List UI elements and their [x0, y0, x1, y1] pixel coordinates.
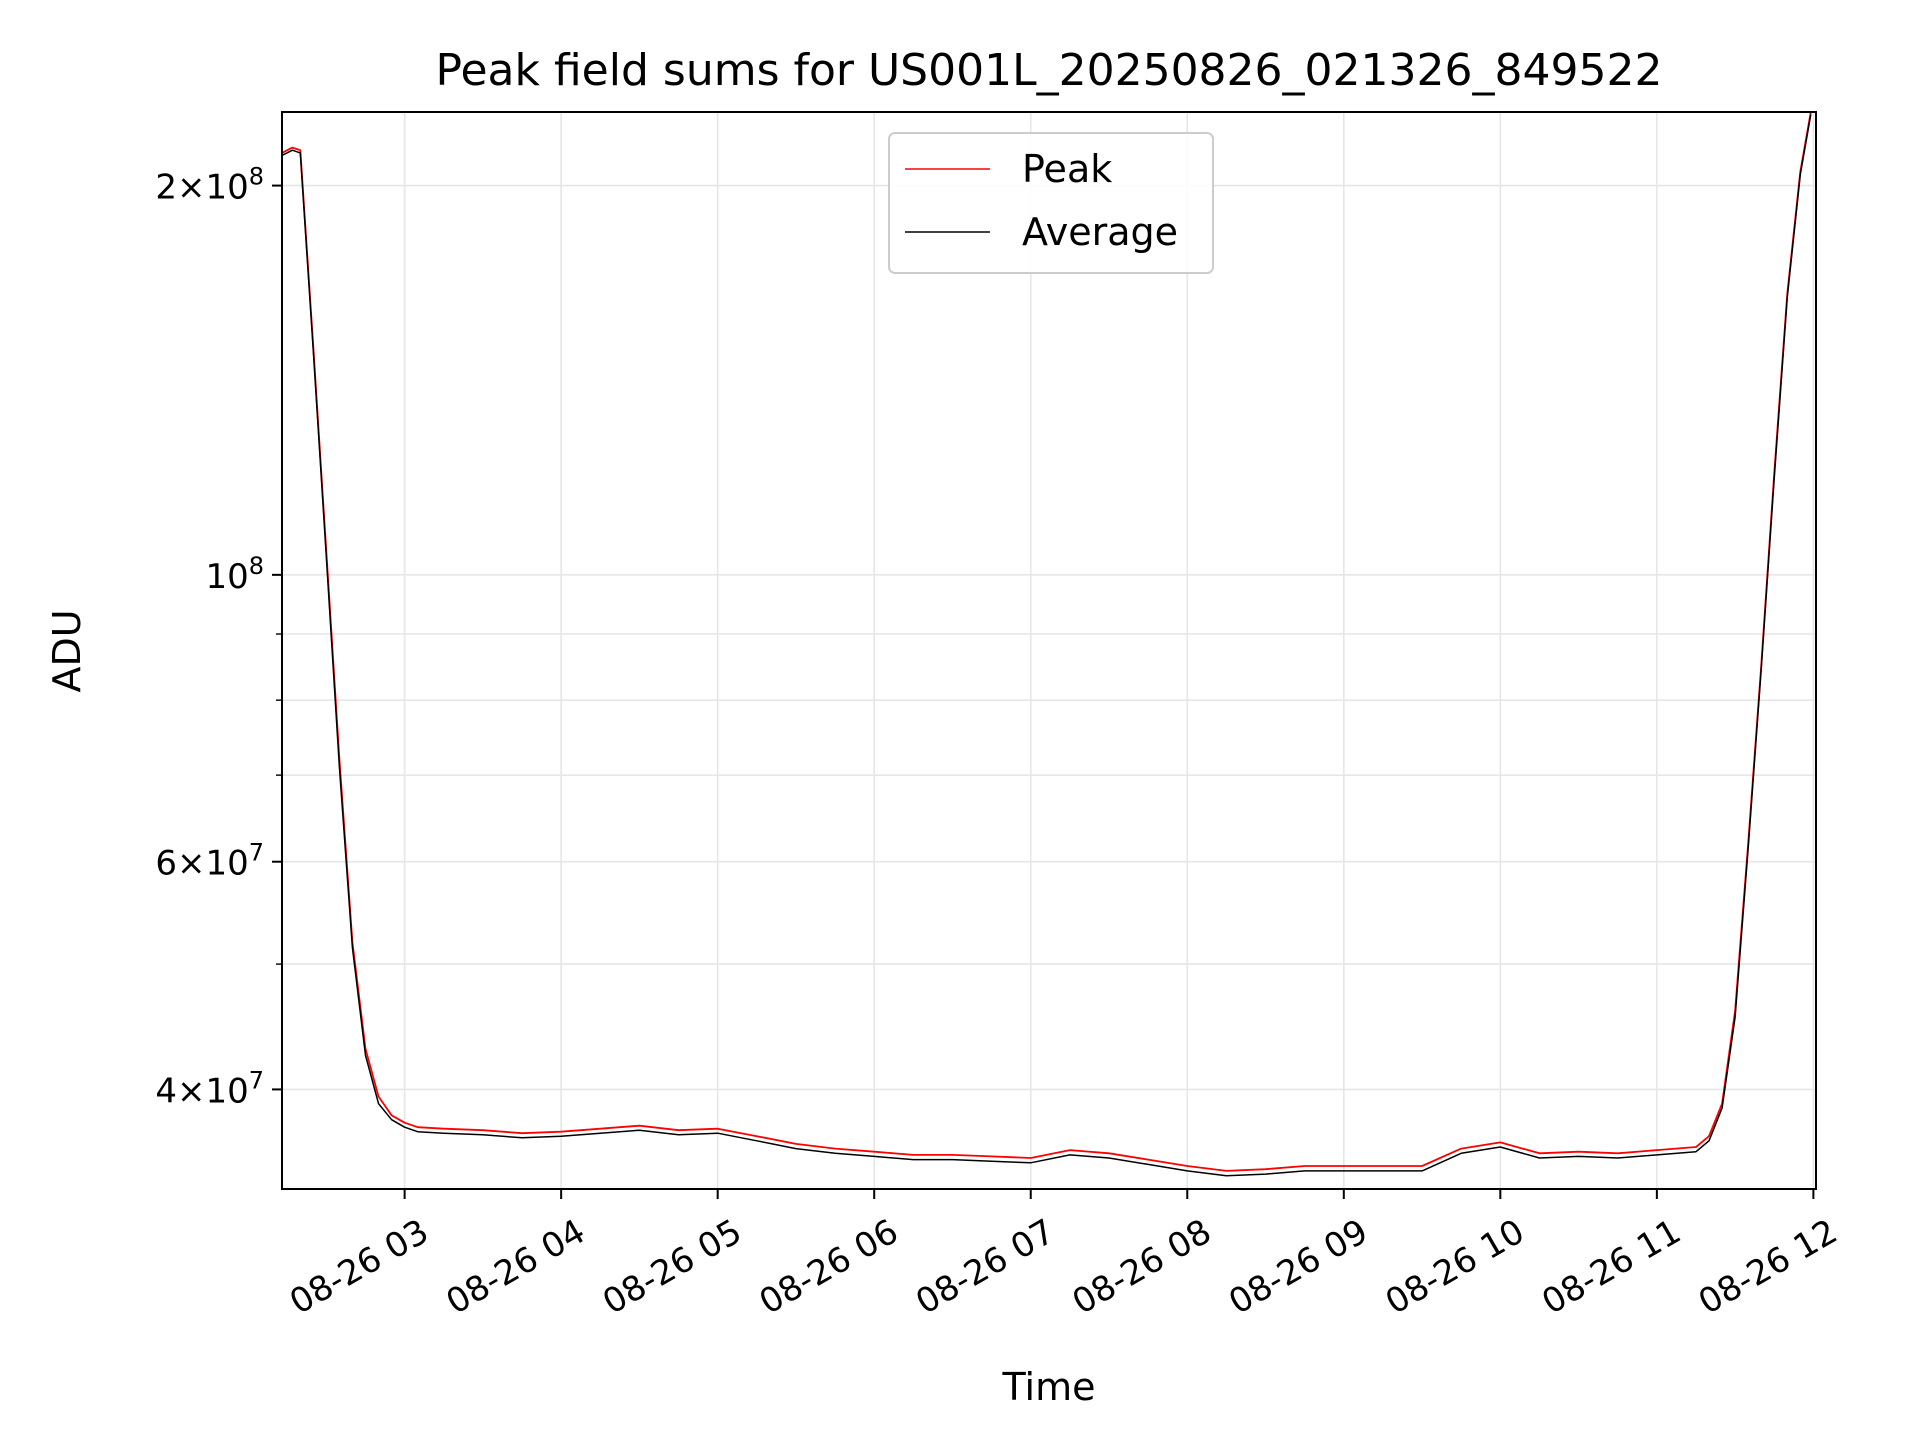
- y-axis-label: ADU: [45, 609, 89, 692]
- y-tick-layer: 4×107 6×107 108 2×108: [155, 163, 282, 1111]
- series-line-average: [282, 114, 1812, 1177]
- y-tick-label: 108: [205, 552, 264, 597]
- y-tick-label: 6×107: [155, 839, 264, 884]
- legend-box: [888, 132, 1214, 274]
- y-tick-label: 4×107: [155, 1066, 264, 1111]
- legend-label-peak: Peak: [1022, 147, 1112, 191]
- y-tick-label: 2×108: [155, 163, 264, 208]
- legend-label-average: Average: [1022, 210, 1178, 254]
- x-axis-label: Time: [1002, 1365, 1096, 1409]
- series-layer: [282, 112, 1812, 1177]
- chart-title: Peak field sums for US001L_20250826_0213…: [436, 45, 1663, 96]
- legend: Peak Average: [888, 132, 1214, 274]
- series-line-peak: [282, 112, 1812, 1172]
- grid-layer: [282, 112, 1816, 1189]
- plot-frame: [281, 111, 1817, 1190]
